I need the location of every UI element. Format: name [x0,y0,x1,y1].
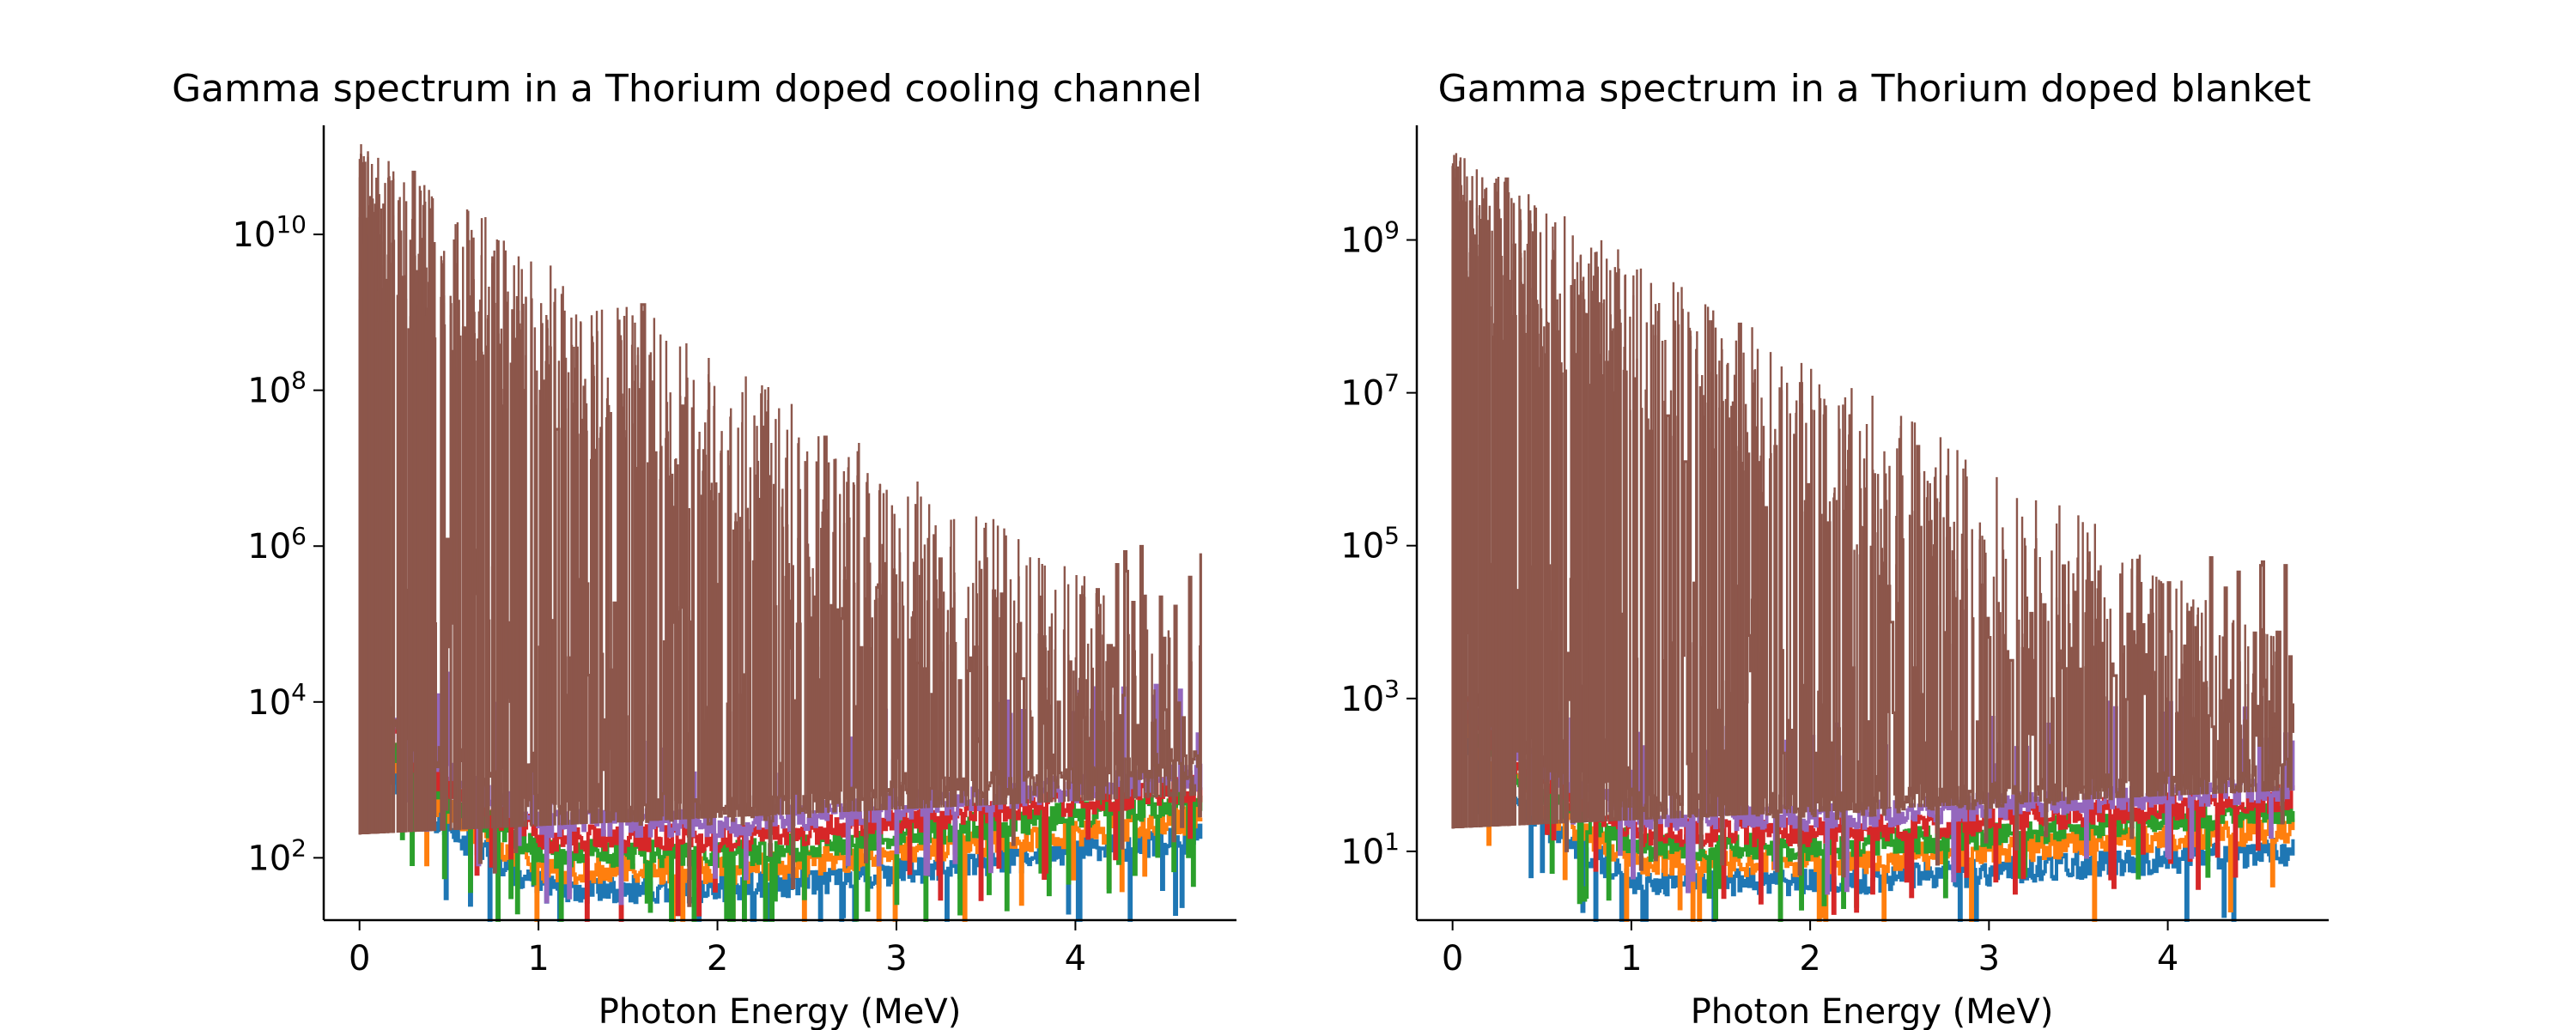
y-tick-base: 10 [1340,221,1384,261]
x-tick-label: 1 [527,939,549,978]
x-tick-label: 0 [1442,939,1463,978]
x-tick-label: 3 [1978,939,2000,978]
y-tick-exponent: 7 [1384,369,1400,397]
y-tick-exponent: 9 [1384,216,1400,245]
chart-title: Gamma spectrum in a Thorium doped blanke… [1438,67,2312,111]
x-tick-label: 2 [707,939,728,978]
x-tick-label: 3 [885,939,907,978]
y-tick-label: 106 [247,522,307,566]
plot-area [1451,153,2295,922]
x-axis-label: Photon Energy (MeV) [598,992,962,1030]
y-tick-label: 109 [1340,216,1400,261]
y-tick-label: 104 [247,678,307,723]
x-tick-label: 1 [1620,939,1642,978]
x-axis-ticks: 0 1 2 3 4 [1442,920,2178,978]
y-tick-label: 105 [1340,522,1400,566]
y-tick-base: 10 [247,527,291,566]
y-tick-exponent: 4 [291,678,307,706]
y-tick-label: 1010 [232,210,307,255]
y-tick-base: 10 [1340,527,1384,566]
plot-area [358,143,1203,922]
y-tick-exponent: 2 [291,833,307,862]
y-tick-exponent: 3 [1384,675,1400,703]
y-tick-exponent: 1 [1384,827,1400,856]
y-tick-exponent: 10 [276,210,307,239]
y-tick-exponent: 6 [291,522,307,550]
x-tick-label: 4 [2157,939,2178,978]
chart-panel-blanket: Gamma spectrum in a Thorium doped blanke… [1340,67,2329,1030]
y-tick-label: 102 [247,833,307,878]
y-tick-base: 10 [247,839,291,878]
x-tick-label: 2 [1799,939,1820,978]
chart-panel-cooling-channel: Gamma spectrum in a Thorium doped coolin… [172,67,1236,1030]
y-tick-label: 103 [1340,675,1400,719]
x-axis-ticks: 0 1 2 3 4 [349,920,1086,978]
x-axis-label: Photon Energy (MeV) [1691,992,2054,1030]
y-tick-base: 10 [247,683,291,723]
y-tick-base: 10 [247,372,291,411]
y-tick-label: 101 [1340,827,1400,872]
x-tick-label: 4 [1065,939,1086,978]
y-tick-label: 108 [247,367,307,411]
y-tick-base: 10 [1340,374,1384,414]
x-tick-label: 0 [349,939,370,978]
y-tick-base: 10 [1340,833,1384,872]
y-tick-exponent: 8 [291,367,307,395]
y-tick-exponent: 5 [1384,522,1400,550]
y-tick-base: 10 [1340,680,1384,719]
y-tick-base: 10 [232,215,276,255]
chart-title: Gamma spectrum in a Thorium doped coolin… [172,67,1202,111]
y-tick-label: 107 [1340,369,1400,414]
